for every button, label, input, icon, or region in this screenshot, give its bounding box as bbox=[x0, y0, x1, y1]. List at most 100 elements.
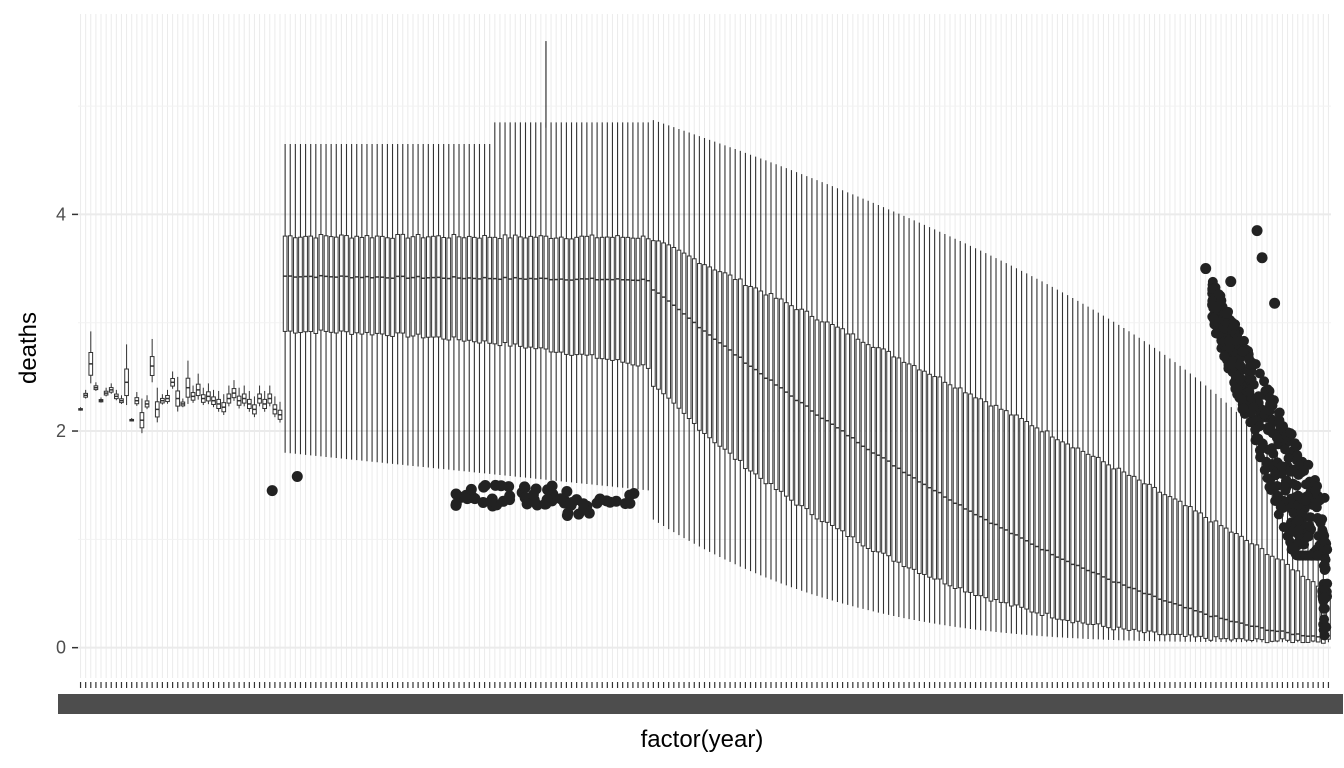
box bbox=[620, 236, 626, 363]
outlier-point bbox=[1304, 521, 1315, 532]
box bbox=[651, 240, 656, 387]
box bbox=[1111, 468, 1116, 631]
box bbox=[1101, 461, 1106, 627]
box bbox=[349, 237, 354, 335]
box bbox=[1044, 430, 1050, 614]
box bbox=[1213, 520, 1219, 638]
box bbox=[533, 236, 539, 350]
box bbox=[1264, 554, 1270, 644]
outlier-point bbox=[1228, 321, 1239, 332]
box bbox=[1075, 447, 1081, 622]
outlier-point bbox=[1210, 302, 1222, 314]
outlier-point bbox=[1244, 386, 1255, 397]
box bbox=[840, 328, 845, 532]
box bbox=[456, 236, 462, 341]
outlier-point bbox=[1250, 359, 1261, 370]
box bbox=[1147, 483, 1152, 632]
box bbox=[1269, 555, 1275, 642]
box bbox=[487, 236, 493, 344]
box bbox=[937, 376, 943, 580]
box bbox=[1085, 453, 1091, 625]
box bbox=[313, 237, 319, 334]
outlier-point bbox=[1322, 544, 1333, 555]
box bbox=[876, 347, 881, 553]
outlier-point bbox=[1259, 465, 1270, 476]
box bbox=[1024, 420, 1030, 610]
box bbox=[405, 237, 411, 338]
box bbox=[538, 235, 544, 349]
outlier-point bbox=[1318, 603, 1329, 614]
box bbox=[518, 236, 523, 347]
box bbox=[1177, 500, 1183, 635]
box bbox=[773, 297, 779, 491]
outlier-point bbox=[1278, 522, 1289, 533]
box bbox=[1116, 467, 1122, 628]
outlier-point bbox=[1285, 428, 1296, 439]
box bbox=[865, 344, 871, 549]
outlier-point bbox=[1250, 424, 1261, 435]
box bbox=[594, 237, 600, 359]
outlier-point bbox=[1237, 346, 1248, 357]
outlier-point bbox=[1320, 622, 1331, 633]
box bbox=[799, 308, 805, 507]
box bbox=[722, 272, 728, 450]
box bbox=[640, 235, 646, 366]
box bbox=[957, 387, 963, 589]
box bbox=[354, 235, 360, 334]
box bbox=[819, 321, 825, 523]
outlier-point bbox=[479, 480, 491, 492]
box bbox=[743, 285, 748, 470]
box bbox=[911, 365, 917, 570]
box bbox=[1310, 581, 1316, 642]
box bbox=[1034, 427, 1040, 614]
box bbox=[1141, 483, 1147, 634]
box bbox=[1157, 491, 1163, 636]
box bbox=[558, 236, 564, 353]
box bbox=[855, 338, 861, 544]
box bbox=[344, 235, 349, 333]
outlier-point bbox=[1301, 479, 1312, 490]
outlier-point bbox=[1303, 531, 1314, 542]
box bbox=[287, 235, 293, 332]
outlier-point bbox=[1312, 550, 1323, 561]
box bbox=[824, 321, 830, 523]
box bbox=[328, 236, 334, 333]
outlier-point bbox=[1300, 495, 1311, 506]
box bbox=[1274, 558, 1280, 642]
box bbox=[451, 233, 457, 338]
box bbox=[1055, 439, 1060, 620]
outlier-point bbox=[1254, 391, 1265, 402]
box bbox=[604, 236, 610, 360]
box bbox=[1193, 510, 1198, 638]
box bbox=[1049, 436, 1055, 619]
x-tick-labels-overlap bbox=[58, 694, 1343, 714]
box bbox=[686, 255, 692, 420]
box bbox=[896, 357, 902, 563]
box bbox=[1106, 464, 1111, 629]
outlier-point bbox=[1200, 263, 1212, 275]
box bbox=[379, 235, 385, 335]
box bbox=[1182, 505, 1188, 637]
outlier-point bbox=[1291, 549, 1302, 560]
outlier-point bbox=[495, 480, 507, 492]
outlier-point bbox=[530, 483, 542, 495]
box bbox=[758, 290, 764, 479]
box bbox=[1126, 474, 1132, 631]
outlier-point bbox=[469, 493, 481, 505]
box bbox=[732, 279, 738, 460]
box bbox=[1014, 414, 1019, 606]
box bbox=[870, 346, 876, 552]
y-axis-title: deaths bbox=[15, 312, 42, 384]
box bbox=[702, 264, 707, 434]
outlier-point bbox=[1276, 461, 1287, 472]
box bbox=[1234, 533, 1239, 640]
median-lines bbox=[78, 274, 1331, 639]
outlier-point bbox=[555, 493, 567, 505]
box bbox=[804, 310, 810, 510]
box bbox=[1254, 544, 1260, 640]
outlier-point bbox=[1232, 384, 1243, 395]
y-tick-label: 2 bbox=[56, 421, 66, 441]
boxes bbox=[78, 233, 1331, 644]
box bbox=[425, 236, 431, 338]
